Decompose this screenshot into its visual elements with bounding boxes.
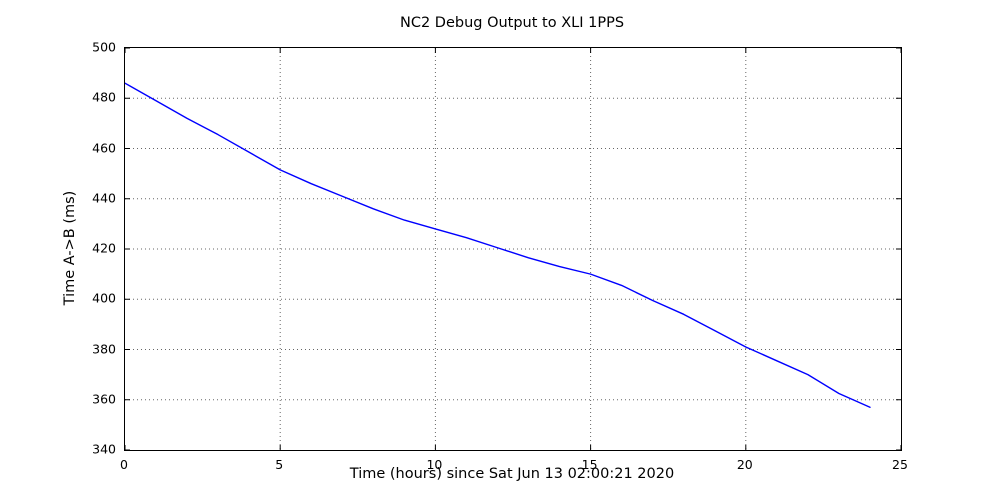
x-tick-label: 5	[275, 457, 284, 472]
y-axis-label: Time A->B (ms)	[62, 190, 78, 306]
x-tick-label: 10	[426, 457, 443, 472]
y-tick-label: 440	[92, 190, 116, 206]
x-tick-label: 20	[736, 457, 753, 472]
line-chart-svg	[125, 48, 901, 450]
y-tick-label: 340	[92, 441, 116, 457]
x-tick-label: 0	[120, 457, 128, 472]
x-tick-label: 15	[581, 457, 598, 472]
y-tick-label: 480	[92, 89, 116, 105]
y-tick-label: 460	[92, 140, 116, 155]
chart-title: NC2 Debug Output to XLI 1PPS	[399, 15, 625, 31]
y-tick-label: 400	[92, 290, 116, 306]
plot-area	[124, 47, 902, 451]
y-tick-label: 420	[92, 240, 116, 256]
x-axis-label: Time (hours) since Sat Jun 13 02:00:21 2…	[349, 466, 675, 482]
y-tick-label: 500	[92, 39, 116, 55]
x-tick-label: 25	[892, 457, 908, 472]
y-tick-label: 360	[92, 391, 116, 407]
y-tick-label: 380	[92, 341, 116, 356]
data-line	[125, 82, 871, 408]
